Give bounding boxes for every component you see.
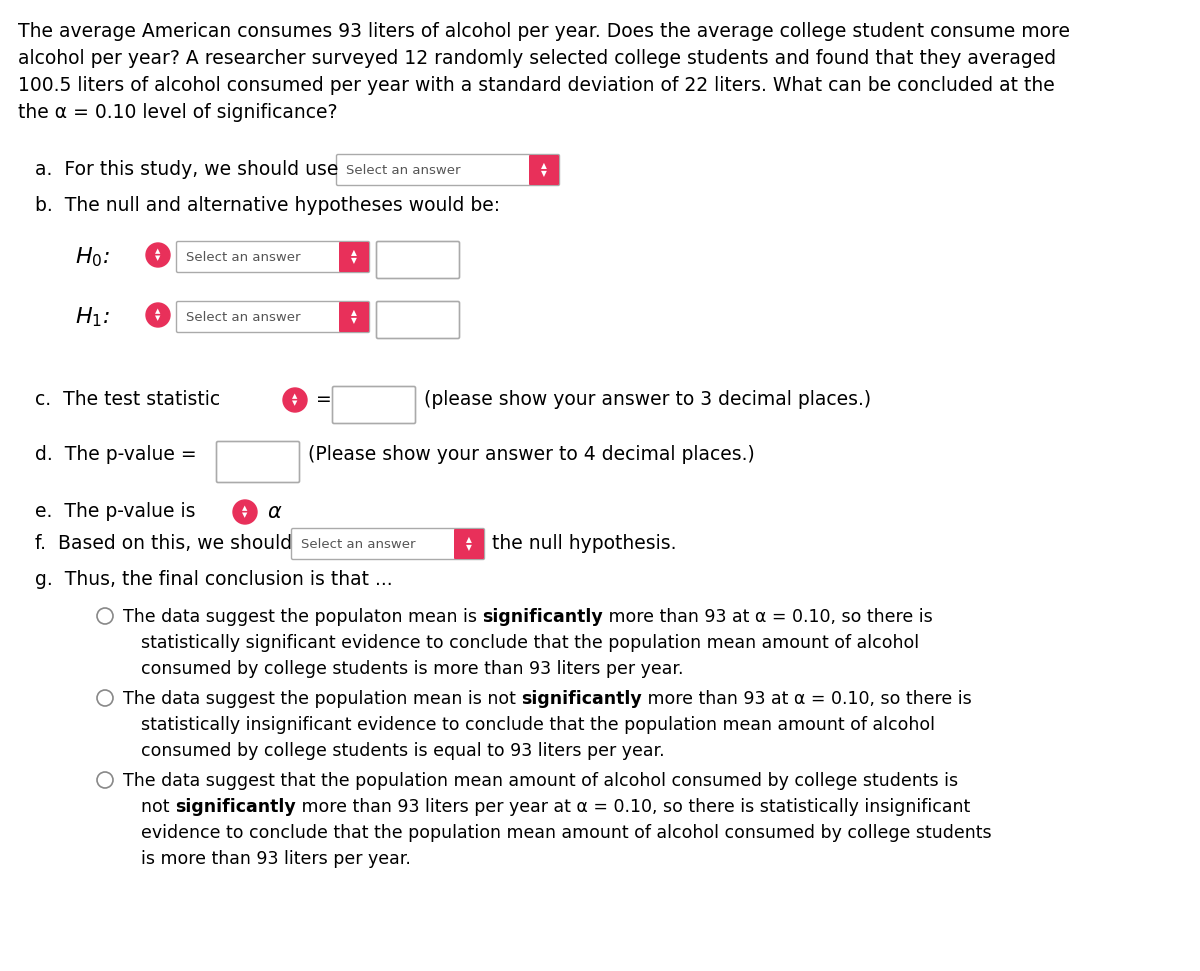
Text: ▲: ▲ [293,393,298,399]
FancyBboxPatch shape [216,442,300,483]
Text: e.  The p-value is: e. The p-value is [35,502,196,521]
Text: =: = [316,390,331,409]
FancyBboxPatch shape [377,242,460,279]
Text: evidence to conclude that the population mean amount of alcohol consumed by coll: evidence to conclude that the population… [142,824,991,842]
FancyBboxPatch shape [454,529,484,559]
FancyBboxPatch shape [377,302,460,339]
FancyBboxPatch shape [340,302,370,332]
Text: significantly: significantly [482,608,604,626]
Text: ▲: ▲ [352,249,356,257]
Text: c.  The test statistic: c. The test statistic [35,390,220,409]
Text: ▼: ▼ [352,317,356,325]
Text: not: not [142,798,175,816]
Text: ▲: ▲ [352,309,356,318]
Circle shape [97,690,113,706]
Text: ▲: ▲ [242,506,247,512]
Text: b.  The null and alternative hypotheses would be:: b. The null and alternative hypotheses w… [35,196,500,215]
Text: $\alpha$: $\alpha$ [266,502,282,522]
Text: Select an answer: Select an answer [346,163,461,177]
Text: more than 93 at α = 0.10, so there is: more than 93 at α = 0.10, so there is [642,690,972,708]
Text: $H_0$:: $H_0$: [74,245,110,269]
Circle shape [146,243,170,267]
Text: ▲: ▲ [541,161,547,171]
Text: f.  Based on this, we should: f. Based on this, we should [35,534,292,553]
Text: Select an answer: Select an answer [186,311,300,323]
Text: The average American consumes 93 liters of alcohol per year. Does the average co: The average American consumes 93 liters … [18,22,1070,41]
Text: ▲: ▲ [466,535,472,545]
Text: more than 93 liters per year at α = 0.10, so there is statistically insignifican: more than 93 liters per year at α = 0.10… [295,798,970,816]
Circle shape [283,388,307,412]
Text: significantly: significantly [175,798,295,816]
FancyBboxPatch shape [332,386,415,423]
Text: consumed by college students is equal to 93 liters per year.: consumed by college students is equal to… [142,742,665,760]
Text: The data suggest the populaton mean is: The data suggest the populaton mean is [124,608,482,626]
Circle shape [233,500,257,524]
Text: The data suggest the population mean is not: The data suggest the population mean is … [124,690,521,708]
Text: (please show your answer to 3 decimal places.): (please show your answer to 3 decimal pl… [424,390,871,409]
FancyBboxPatch shape [176,302,370,332]
Circle shape [97,608,113,624]
Text: g.  Thus, the final conclusion is that ...: g. Thus, the final conclusion is that ..… [35,570,392,589]
Text: ▼: ▼ [466,544,472,552]
Circle shape [146,303,170,327]
Text: ▲: ▲ [155,309,161,315]
Text: the null hypothesis.: the null hypothesis. [492,534,677,553]
FancyBboxPatch shape [336,154,559,185]
Text: Select an answer: Select an answer [301,538,415,551]
Text: The data suggest that the population mean amount of alcohol consumed by college : The data suggest that the population mea… [124,772,958,790]
Text: ▼: ▼ [242,513,247,519]
Text: statistically insignificant evidence to conclude that the population mean amount: statistically insignificant evidence to … [142,716,935,734]
Text: significantly: significantly [521,690,642,708]
Text: alcohol per year? A researcher surveyed 12 randomly selected college students an: alcohol per year? A researcher surveyed … [18,49,1056,68]
Text: consumed by college students is more than 93 liters per year.: consumed by college students is more tha… [142,660,684,678]
FancyBboxPatch shape [340,242,370,272]
Text: a.  For this study, we should use: a. For this study, we should use [35,160,338,179]
Text: the α = 0.10 level of significance?: the α = 0.10 level of significance? [18,103,337,122]
Text: ▲: ▲ [155,249,161,254]
FancyBboxPatch shape [529,155,559,185]
Text: more than 93 at α = 0.10, so there is: more than 93 at α = 0.10, so there is [604,608,934,626]
Text: ▼: ▼ [352,256,356,265]
Text: ▼: ▼ [155,255,161,261]
Text: ▼: ▼ [293,400,298,407]
Text: d.  The p-value =: d. The p-value = [35,445,197,464]
Text: Select an answer: Select an answer [186,251,300,263]
Text: statistically significant evidence to conclude that the population mean amount o: statistically significant evidence to co… [142,634,919,652]
FancyBboxPatch shape [176,242,370,273]
Text: $H_1$:: $H_1$: [74,305,110,328]
Text: is more than 93 liters per year.: is more than 93 liters per year. [142,850,410,868]
Circle shape [97,772,113,788]
Text: (Please show your answer to 4 decimal places.): (Please show your answer to 4 decimal pl… [308,445,755,464]
Text: ▼: ▼ [155,316,161,321]
Text: ▼: ▼ [541,170,547,179]
FancyBboxPatch shape [292,528,485,559]
Text: 100.5 liters of alcohol consumed per year with a standard deviation of 22 liters: 100.5 liters of alcohol consumed per yea… [18,76,1055,95]
